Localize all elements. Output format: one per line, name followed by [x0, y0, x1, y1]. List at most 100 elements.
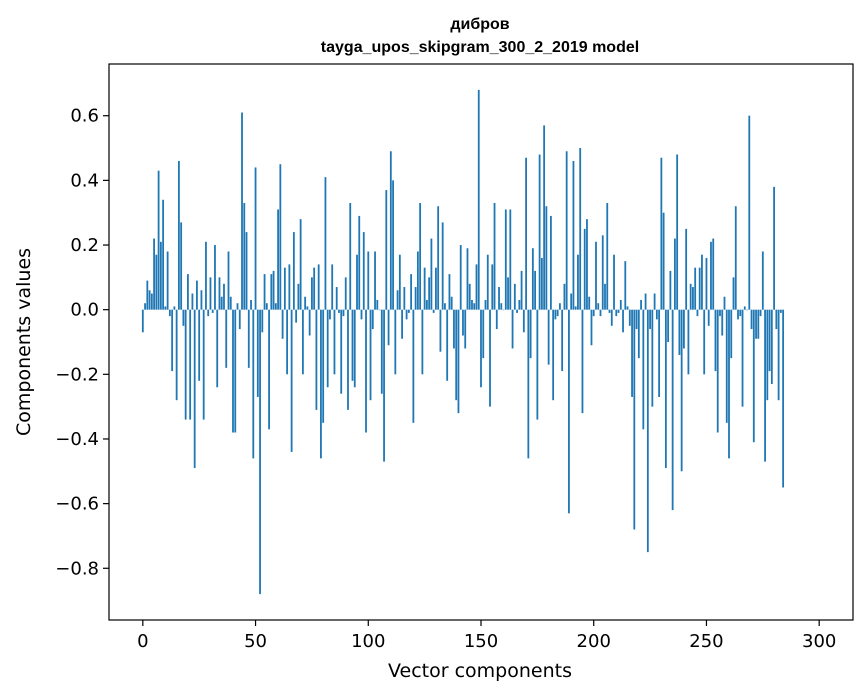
bar-43: [238, 309, 241, 330]
bar-98: [362, 232, 365, 310]
bar-29: [207, 309, 210, 317]
bar-220: [637, 309, 640, 359]
bar-252: [710, 241, 712, 310]
bar-278: [768, 309, 771, 372]
bar-51: [256, 309, 259, 397]
bar-129: [432, 309, 435, 313]
bar-28: [205, 241, 207, 310]
bar-2: [146, 280, 149, 310]
bar-157: [495, 309, 498, 330]
bar-106: [380, 309, 383, 394]
bar-153: [486, 254, 489, 310]
bar-228: [655, 309, 658, 320]
bar-30: [209, 277, 212, 310]
x-axis-label: Vector components: [388, 660, 572, 682]
bar-199: [590, 309, 593, 346]
bar-75: [311, 277, 313, 310]
bar-243: [689, 283, 692, 310]
bar-104: [376, 299, 379, 310]
bar-233: [667, 309, 670, 342]
bar-273: [757, 309, 760, 339]
bar-52: [259, 309, 261, 595]
bar-137: [450, 296, 453, 310]
bar-110: [389, 151, 392, 310]
bar-128: [430, 238, 433, 310]
bar-206: [606, 203, 609, 310]
bar-69: [297, 283, 300, 310]
bar-180: [547, 309, 550, 365]
bar-261: [730, 309, 733, 359]
bar-262: [732, 277, 735, 310]
bar-275: [761, 251, 764, 310]
bar-115: [401, 309, 403, 339]
x-tick-label: 50: [244, 631, 267, 652]
bar-163: [509, 209, 512, 310]
bar-241: [685, 228, 688, 310]
bar-130: [435, 267, 437, 310]
bar-168: [520, 270, 523, 310]
bar-203: [599, 309, 602, 317]
bar-117: [405, 309, 408, 320]
bar-281: [775, 309, 778, 330]
bar-258: [723, 296, 726, 310]
bar-254: [714, 309, 717, 372]
bar-133: [441, 222, 444, 310]
chart-title-line-2: tayga_upos_skipgram_300_2_2019 model: [321, 39, 639, 56]
bar-193: [577, 254, 579, 310]
bar-125: [423, 267, 426, 310]
bar-81: [324, 177, 327, 310]
bar-139: [455, 309, 458, 401]
bar-0: [141, 309, 144, 333]
bar-97: [360, 309, 363, 320]
bar-54: [263, 274, 266, 310]
bar-155: [491, 264, 494, 310]
bar-82: [326, 309, 329, 388]
bar-160: [502, 309, 505, 311]
bar-118: [407, 309, 410, 313]
bar-244: [692, 287, 694, 310]
bar-187: [563, 283, 566, 310]
x-tick-label: 0: [137, 631, 148, 652]
bar-103: [374, 251, 376, 310]
bar-202: [597, 303, 600, 310]
y-tick-label: 0.2: [70, 235, 99, 256]
bar-120: [412, 309, 415, 423]
bar-226: [651, 309, 654, 407]
bar-113: [396, 290, 399, 310]
y-tick-label: −0.4: [55, 429, 99, 450]
bar-266: [741, 309, 744, 407]
bar-255: [716, 309, 719, 433]
bar-46: [245, 232, 248, 310]
bar-37: [225, 309, 228, 368]
bar-100: [367, 251, 370, 310]
bar-156: [493, 203, 496, 310]
bar-72: [304, 296, 307, 310]
bar-66: [290, 309, 293, 452]
bar-272: [755, 309, 757, 339]
plot-frame: [108, 63, 854, 621]
bar-55: [265, 303, 268, 310]
bar-114: [398, 254, 401, 310]
bar-265: [739, 309, 742, 317]
bar-188: [565, 151, 568, 310]
bar-41: [234, 309, 237, 433]
bar-260: [728, 309, 730, 459]
bar-90: [344, 277, 347, 310]
bar-234: [669, 270, 672, 310]
bar-22: [191, 293, 194, 310]
bar-277: [766, 309, 769, 401]
bar-186: [561, 309, 564, 372]
bar-219: [635, 309, 638, 330]
bar-6: [155, 254, 158, 310]
bar-42: [236, 303, 239, 310]
x-tick-label: 250: [689, 631, 723, 652]
bar-171: [527, 309, 530, 459]
bar-13: [171, 309, 174, 372]
bar-201: [595, 241, 597, 310]
bar-162: [507, 277, 509, 310]
bar-126: [425, 299, 428, 310]
bar-227: [653, 293, 656, 310]
bar-7: [157, 170, 160, 310]
bar-217: [631, 309, 633, 397]
bar-218: [633, 309, 636, 530]
